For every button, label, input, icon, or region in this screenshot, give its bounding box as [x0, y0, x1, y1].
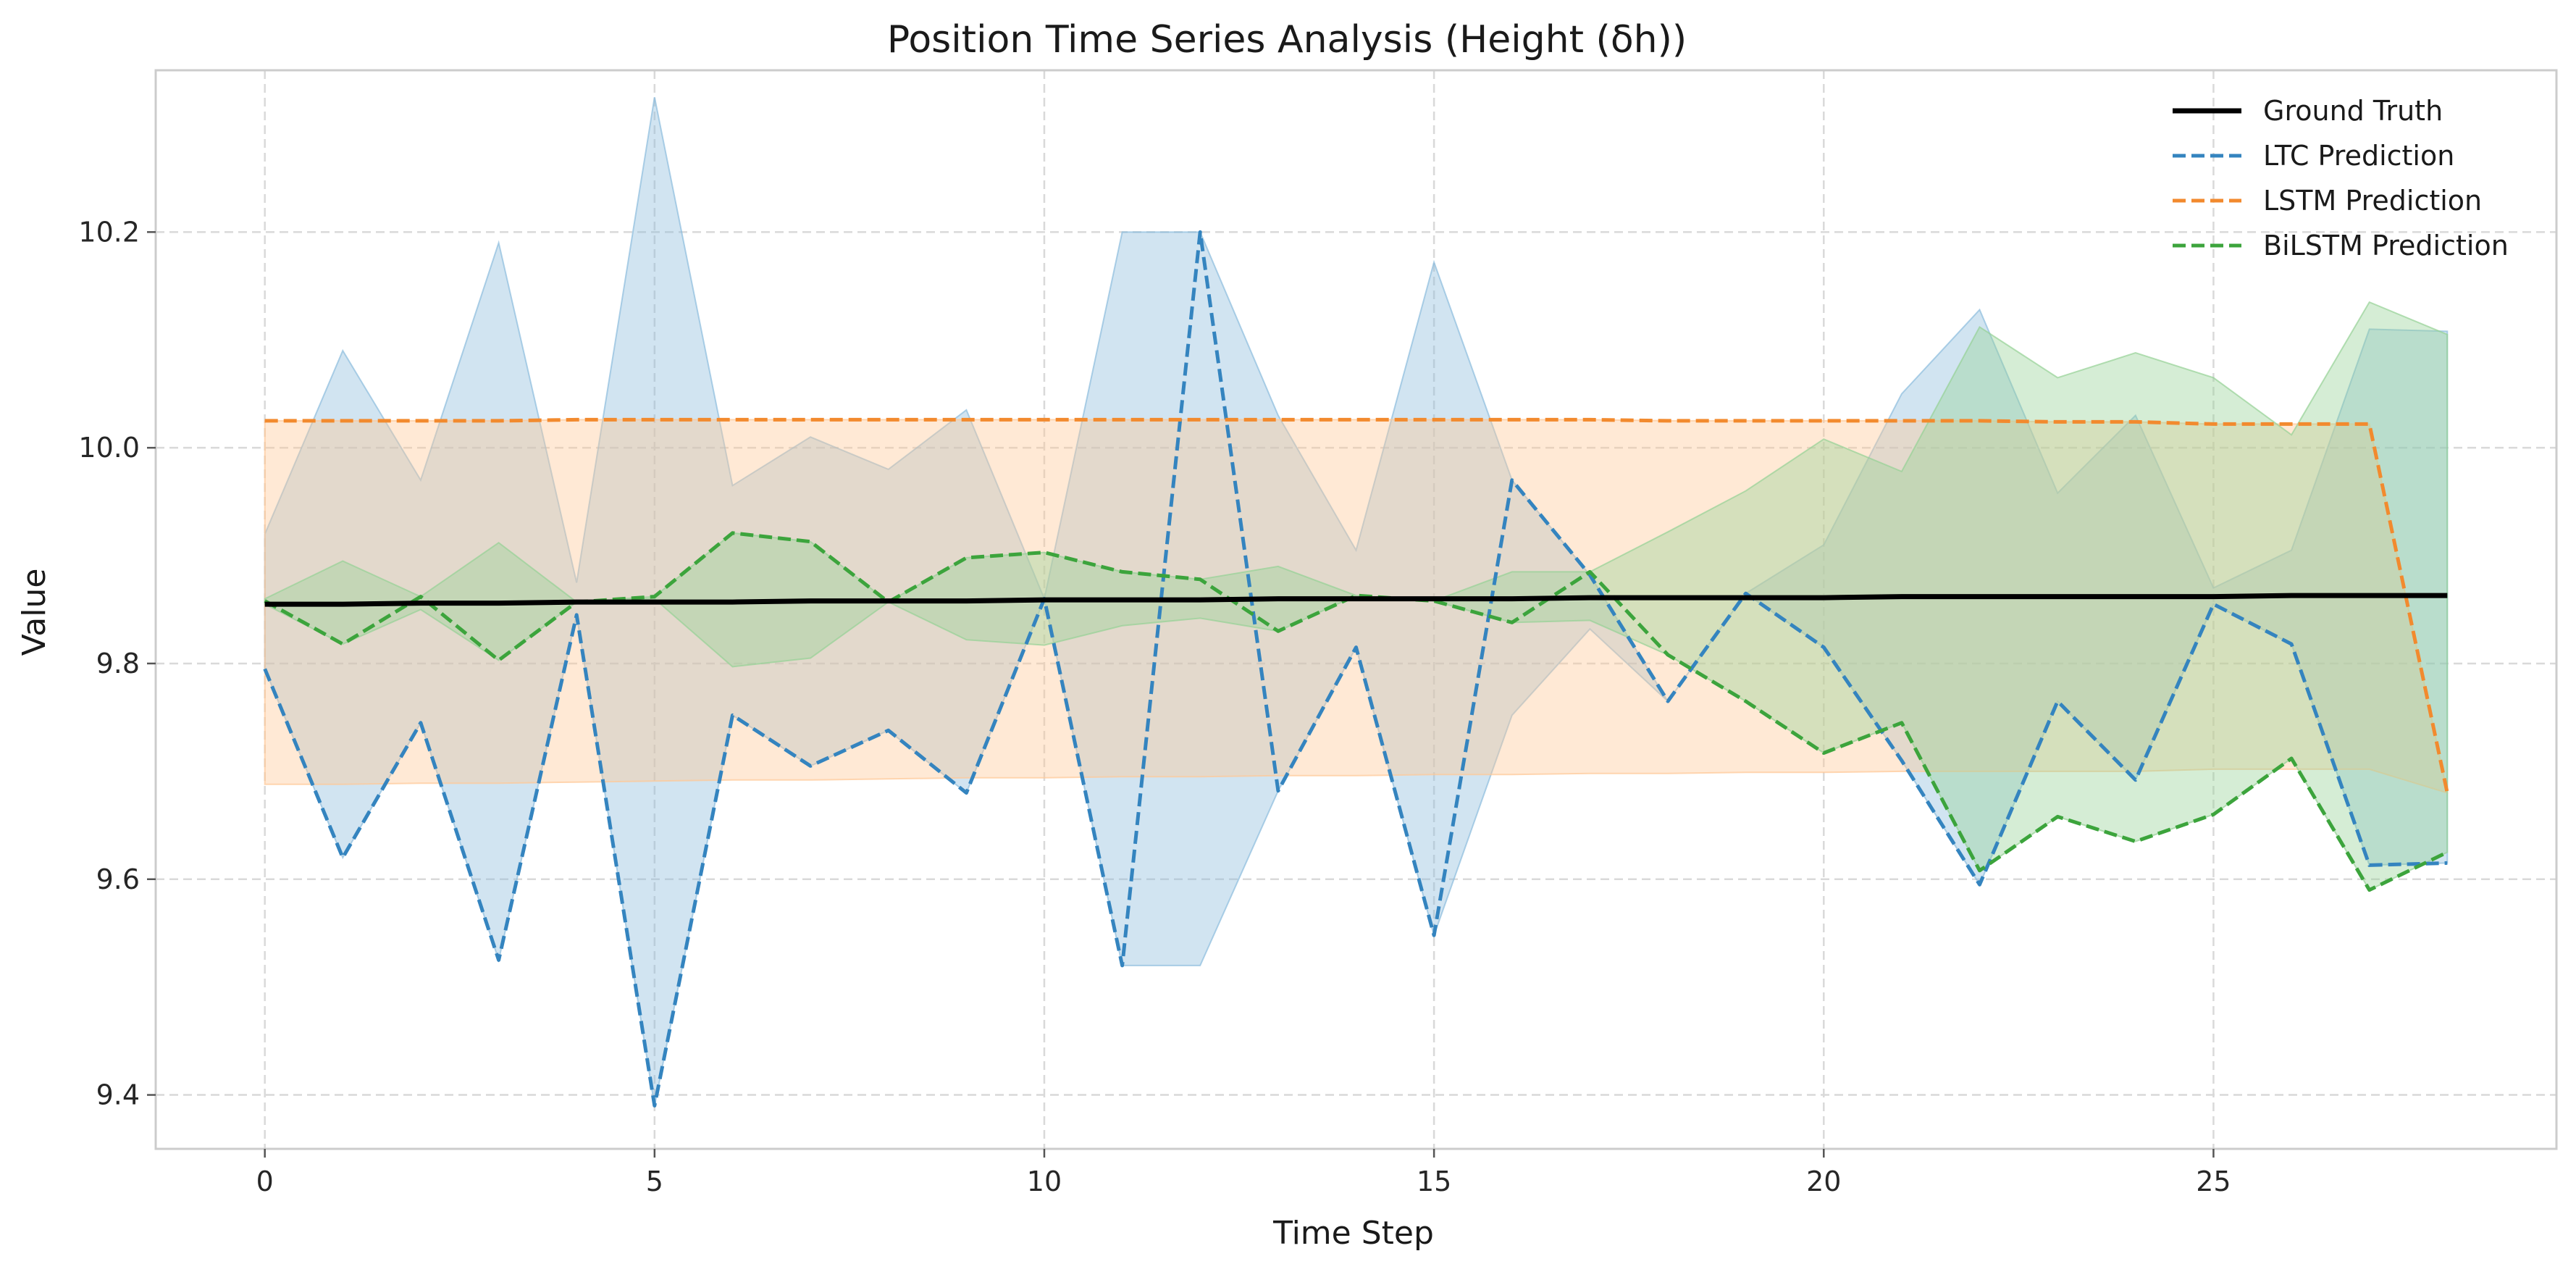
x-tick-label: 25	[2196, 1166, 2231, 1197]
x-axis-ticks: 0 5 10 15 20 25	[256, 1149, 2231, 1197]
y-tick-label: 10.0	[78, 432, 140, 464]
series-lines	[263, 230, 2449, 1108]
legend-entry-ground-truth: Ground Truth	[2173, 95, 2443, 127]
legend-label: LSTM Prediction	[2263, 185, 2482, 217]
y-tick-label: 9.6	[96, 863, 140, 895]
x-axis-title: Time Step	[1272, 1215, 1434, 1252]
x-tick-label: 5	[646, 1166, 663, 1197]
y-tick-label: 9.4	[96, 1079, 140, 1111]
x-tick-label: 0	[256, 1166, 274, 1197]
plot-frame	[154, 69, 2558, 1150]
x-tick-label: 20	[1806, 1166, 1841, 1197]
y-tick-label: 9.8	[96, 648, 140, 679]
grid	[156, 70, 2556, 1149]
lstm-prediction-line	[264, 417, 2449, 794]
legend-label: BiLSTM Prediction	[2263, 230, 2509, 261]
ground-truth-line	[264, 593, 2448, 607]
x-tick-label: 15	[1417, 1166, 1451, 1197]
y-tick-label: 10.2	[78, 216, 140, 248]
legend-entry-bilstm-prediction: BiLSTM Prediction	[2173, 230, 2509, 261]
legend-entry-lstm-prediction: LSTM Prediction	[2173, 185, 2482, 217]
ltc-prediction-line	[263, 230, 2448, 1108]
y-axis-ticks: 9.4 9.6 9.8 10.0 10.2	[78, 216, 156, 1111]
x-tick-label: 10	[1027, 1166, 1062, 1197]
y-axis-title: Value	[16, 569, 53, 656]
legend-label: Ground Truth	[2263, 95, 2443, 127]
legend: Ground Truth LTC Prediction LSTM Predictio…	[2173, 95, 2509, 261]
chart-title: Position Time Series Analysis (Height (δ…	[887, 18, 1687, 62]
legend-entry-ltc-prediction: LTC Prediction	[2173, 140, 2454, 172]
legend-label: LTC Prediction	[2263, 140, 2454, 172]
